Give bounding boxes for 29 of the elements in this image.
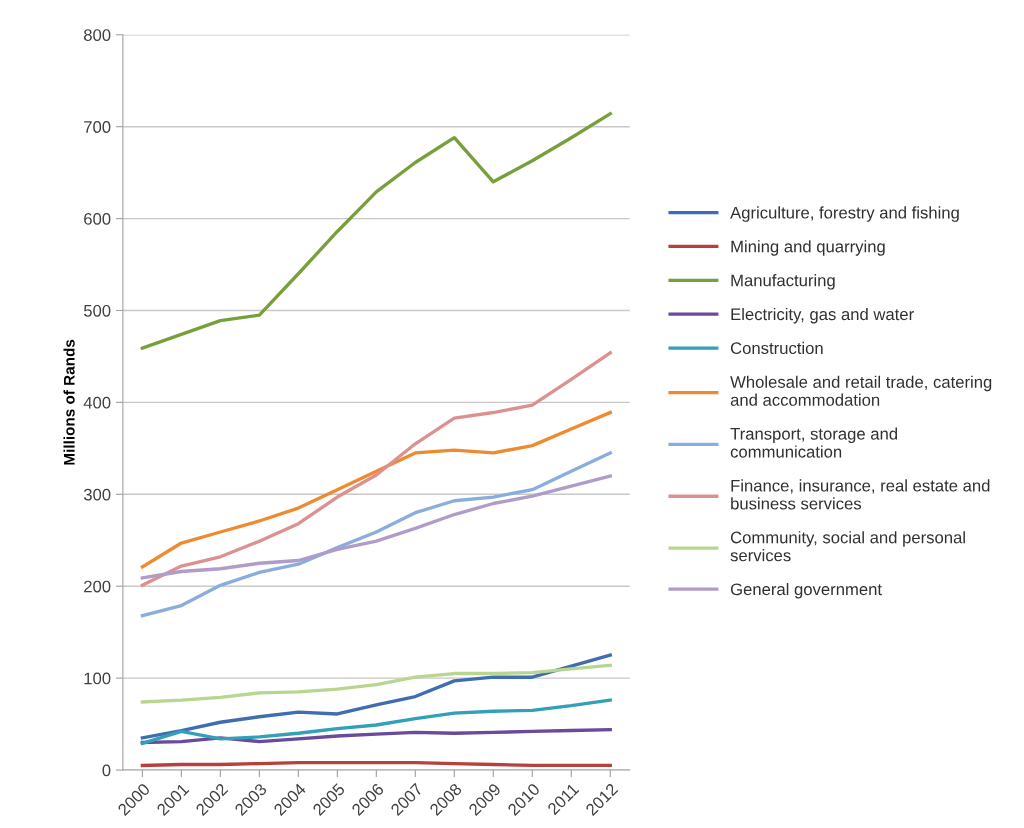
legend-label: Wholesale and retail trade, catering and accommodation	[730, 375, 992, 406]
line-series	[140, 663, 612, 704]
line-series	[140, 474, 612, 580]
y-tick-label: 400	[83, 396, 111, 409]
y-tick-label: 0	[102, 764, 111, 777]
line-series	[140, 698, 612, 746]
legend-label: Electricity, gas and water	[731, 307, 914, 324]
y-tick-label: 300	[83, 488, 111, 501]
y-tick-label: 200	[84, 580, 111, 593]
legend-label: Mining and quarrying	[731, 240, 885, 256]
line-series	[140, 351, 612, 587]
legend-label: Construction	[730, 341, 823, 355]
legend-label: Manufacturing	[731, 274, 835, 290]
y-tick-label: 600	[84, 212, 111, 225]
y-tick-label: 700	[84, 121, 111, 133]
line-series	[140, 727, 612, 745]
legend-label: Transport, storage and communication	[730, 427, 898, 458]
line-series	[140, 112, 612, 350]
legend-label: Agriculture, forestry and fishing	[730, 206, 959, 222]
line-series	[140, 653, 612, 740]
legend-label: Finance, insurance, real estate and business services	[731, 479, 990, 510]
y-tick-label: 800	[83, 29, 111, 41]
line-series	[140, 451, 612, 618]
legend-label: General government	[730, 582, 882, 599]
y-axis-title: Millions of Rands	[63, 339, 75, 465]
y-tick-label: 100	[84, 672, 111, 685]
legend-label: Community, social and personal services	[730, 531, 965, 562]
y-tick-label: 500	[83, 304, 111, 317]
line-series	[140, 410, 612, 569]
